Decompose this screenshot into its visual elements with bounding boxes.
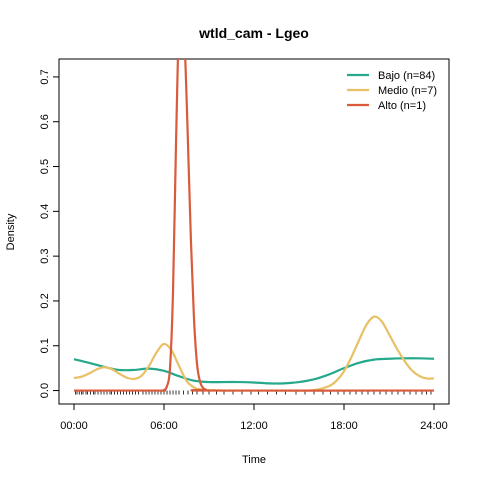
x-axis-label: Time: [242, 454, 266, 466]
series-lines: [73, 59, 435, 392]
y-tick-label: 0.0: [39, 383, 51, 398]
legend-label: Bajo (n=84): [378, 70, 435, 82]
y-tick-label: 0.6: [39, 114, 51, 129]
y-axis: 0.0 0.1 0.2 0.3 0.4 0.5 0.6 0.7: [39, 69, 59, 398]
y-axis-label: Density: [5, 213, 17, 250]
y-tick-label: 0.4: [39, 204, 51, 219]
legend-label: Alto (n=1): [378, 100, 426, 112]
y-tick-label: 0.1: [39, 338, 51, 353]
y-tick-label: 0.3: [39, 248, 51, 263]
series-line-medio-n-7: [73, 315, 435, 392]
series-line-bajo-n-84: [73, 357, 435, 385]
series-line-alto-n-1: [74, 59, 435, 392]
chart-title: wtld_cam - Lgeo: [198, 25, 309, 41]
y-tick-label: 0.5: [39, 159, 51, 174]
x-axis: 00:00 06:00 12:00 18:00 24:00: [60, 404, 448, 432]
x-tick-label: 00:00: [60, 420, 88, 432]
x-tick-label: 24:00: [420, 420, 448, 432]
y-tick-label: 0.2: [39, 293, 51, 308]
legend-label: Medio (n=7): [378, 85, 437, 97]
x-tick-label: 06:00: [150, 420, 178, 432]
legend: Bajo (n=84) Medio (n=7) Alto (n=1): [347, 70, 437, 112]
x-tick-label: 18:00: [330, 420, 358, 432]
x-tick-label: 12:00: [240, 420, 268, 432]
y-tick-label: 0.7: [39, 69, 51, 84]
